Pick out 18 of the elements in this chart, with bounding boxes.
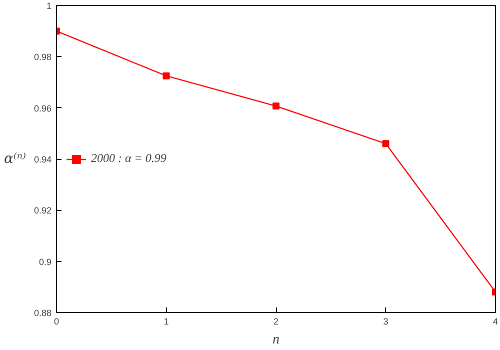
x-axis-title: n bbox=[272, 332, 280, 348]
legend-label: 2000 : α = 0.99 bbox=[91, 151, 166, 166]
y-tick-label: 0.9 bbox=[38, 256, 52, 267]
y-tick-label: 0.98 bbox=[34, 52, 52, 62]
y-tick-label: 0.88 bbox=[34, 308, 52, 318]
x-tick-label: 0 bbox=[54, 316, 60, 326]
x-tick-label: 3 bbox=[383, 316, 388, 326]
y-tick-label: 1 bbox=[46, 1, 52, 11]
x-tick-label: 4 bbox=[492, 316, 498, 326]
y-tick-label: 0.96 bbox=[34, 103, 52, 114]
y-tick-label: 0.92 bbox=[34, 206, 52, 216]
point bbox=[162, 72, 170, 80]
point bbox=[272, 102, 280, 110]
point bbox=[382, 140, 390, 148]
x-tick-label: 2 bbox=[273, 316, 279, 326]
y-axis-title: α⁽ⁿ⁾ bbox=[4, 151, 27, 167]
y-tick-label: 0.94 bbox=[34, 154, 52, 164]
x-tick-label: 1 bbox=[164, 316, 169, 326]
